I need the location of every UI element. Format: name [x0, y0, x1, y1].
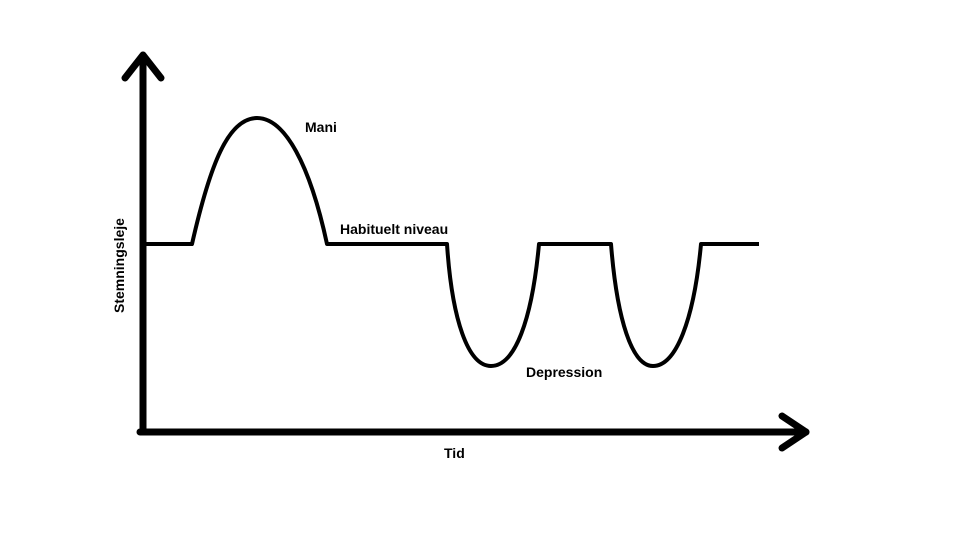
baseline-label: Habituelt niveau: [340, 221, 448, 237]
y-axis-arrowhead: [121, 51, 165, 82]
x-axis-arrowhead: [778, 412, 810, 452]
x-axis-label: Tid: [444, 445, 465, 461]
mania-label: Mani: [305, 119, 337, 135]
mood-curve: [145, 116, 759, 368]
depression-label: Depression: [526, 364, 602, 380]
y-axis-label: Stemningsleje: [111, 218, 127, 313]
